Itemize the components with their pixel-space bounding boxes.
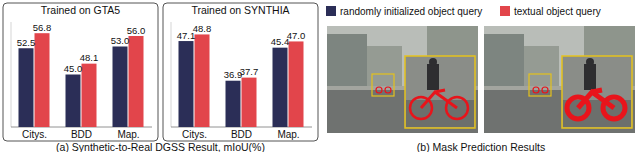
scene-image — [484, 26, 635, 133]
rider — [584, 64, 596, 90]
mask-small — [533, 87, 539, 93]
zoom-inset — [562, 56, 632, 128]
mask-small — [542, 87, 548, 93]
data-label: 47.0 — [287, 30, 306, 41]
bar — [113, 47, 128, 128]
mask-frame — [421, 90, 457, 108]
rider-head — [586, 58, 594, 66]
data-label: 37.7 — [240, 66, 259, 77]
bar — [35, 33, 50, 127]
legend-label: randomly initialized object query — [340, 6, 482, 17]
mask-small — [385, 87, 391, 93]
x-tick-label: Map. — [117, 129, 139, 140]
panel-frame — [163, 3, 318, 141]
bars — [179, 34, 304, 127]
chart-panel: Trained on GTA5 52.5 45.0 53.0 56.8 48.1 56.0 C… — [3, 3, 158, 141]
legend: randomly initialized object query textual… — [326, 6, 601, 17]
figure: Trained on GTA5 52.5 45.0 53.0 56.8 48.1 56.0 C… — [0, 0, 640, 152]
bar — [129, 36, 144, 127]
x-tick-label: Map. — [277, 129, 299, 140]
bar — [195, 34, 210, 127]
bar — [226, 81, 241, 127]
bar — [179, 41, 194, 127]
bar — [19, 48, 34, 127]
road — [484, 89, 635, 133]
mask-small — [376, 87, 382, 93]
x-tick-label: Citys. — [182, 129, 207, 140]
panel-frame — [3, 3, 158, 141]
sky — [484, 26, 635, 133]
roi-box — [372, 74, 394, 96]
chart-title: Trained on SYNTHIA — [191, 4, 289, 16]
bar — [289, 41, 304, 127]
bar — [273, 48, 288, 127]
road — [406, 100, 474, 127]
building — [327, 34, 367, 89]
data-label: 56.8 — [33, 22, 52, 33]
data-label: 48.8 — [193, 23, 212, 34]
chart-title: Trained on GTA5 — [41, 4, 121, 16]
rider-head — [429, 58, 437, 66]
legend-swatch — [326, 6, 336, 16]
caption: (a) Synthetic-to-Real DGSS Result, mIoU(… — [56, 141, 265, 152]
data-label: 52.5 — [17, 37, 36, 48]
bar — [82, 64, 97, 127]
legend-label: textual object query — [514, 6, 601, 17]
building — [484, 34, 524, 89]
data-label: 48.1 — [80, 52, 99, 63]
bar — [242, 78, 257, 127]
roi-box — [529, 74, 551, 96]
x-tick-label: BDD — [231, 129, 252, 140]
data-label: 45.0 — [64, 63, 83, 74]
scene-image — [327, 26, 478, 133]
x-tick-label: Citys. — [22, 129, 47, 140]
sky — [327, 26, 478, 133]
zoom-inset — [405, 56, 475, 128]
bar — [66, 75, 81, 128]
mask-frame — [578, 90, 614, 108]
bars — [19, 33, 144, 127]
rider — [427, 64, 439, 90]
x-tick-label: BDD — [71, 129, 92, 140]
caption: (b) Mask Prediction Results — [417, 141, 545, 152]
y-axis-line — [171, 22, 172, 127]
legend-swatch — [500, 6, 510, 16]
y-axis-line — [11, 22, 12, 127]
data-label: 53.0 — [111, 35, 130, 46]
data-label: 56.0 — [127, 25, 146, 36]
chart-panel: Trained on SYNTHIA47.136.945.448.837.747… — [163, 3, 318, 141]
